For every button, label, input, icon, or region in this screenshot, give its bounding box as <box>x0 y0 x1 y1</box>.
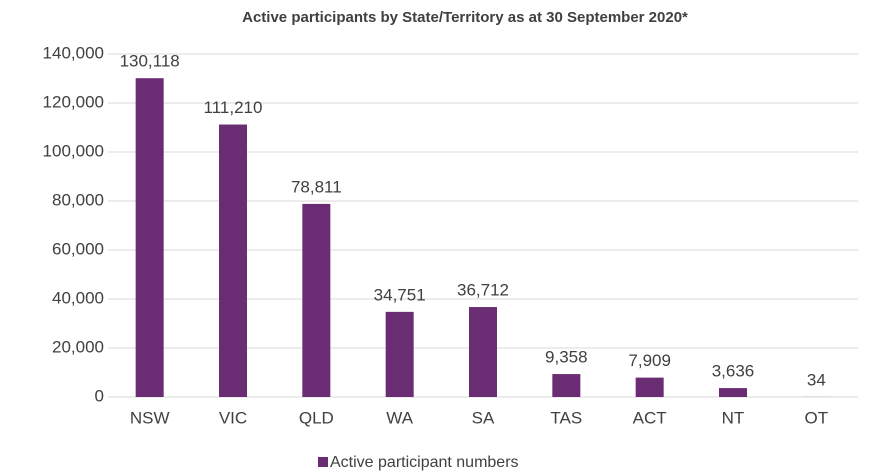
legend-swatch <box>318 457 328 467</box>
y-tick-label: 0 <box>95 386 104 405</box>
value-label: 130,118 <box>120 52 180 71</box>
bar <box>135 78 164 397</box>
x-tick-label: VIC <box>219 408 247 427</box>
bar <box>219 124 247 398</box>
bar <box>635 377 664 397</box>
bar <box>385 311 414 397</box>
value-label: 9,358 <box>545 348 588 367</box>
y-tick-label: 80,000 <box>52 190 104 209</box>
x-tick-label: ACT <box>633 408 667 427</box>
y-tick-label: 140,000 <box>43 43 104 62</box>
value-label: 36,712 <box>457 281 509 300</box>
x-tick-label: NSW <box>130 408 170 427</box>
x-tick-label: WA <box>386 408 413 427</box>
y-tick-label: 40,000 <box>52 288 104 307</box>
x-tick-label: OT <box>805 408 829 427</box>
value-label: 34 <box>807 370 826 389</box>
value-label: 34,751 <box>374 285 426 304</box>
bar <box>302 203 331 397</box>
y-tick-label: 100,000 <box>43 141 104 160</box>
x-tick-label: QLD <box>299 408 334 427</box>
bar <box>719 388 747 397</box>
x-tick-label: TAS <box>550 408 582 427</box>
value-label: 7,909 <box>628 351 671 370</box>
y-tick-label: 20,000 <box>52 337 104 356</box>
bar <box>469 307 497 397</box>
y-tick-label: 120,000 <box>43 92 104 111</box>
chart-title: Active participants by State/Territory a… <box>242 9 688 26</box>
value-label: 111,210 <box>204 98 263 117</box>
value-label: 78,811 <box>291 177 342 196</box>
bar <box>552 374 581 397</box>
x-tick-label: NT <box>722 408 745 427</box>
x-tick-label: SA <box>472 408 495 427</box>
legend-label: Active participant numbers <box>330 454 519 471</box>
y-tick-label: 60,000 <box>52 239 104 258</box>
value-label: 3,636 <box>712 362 755 381</box>
